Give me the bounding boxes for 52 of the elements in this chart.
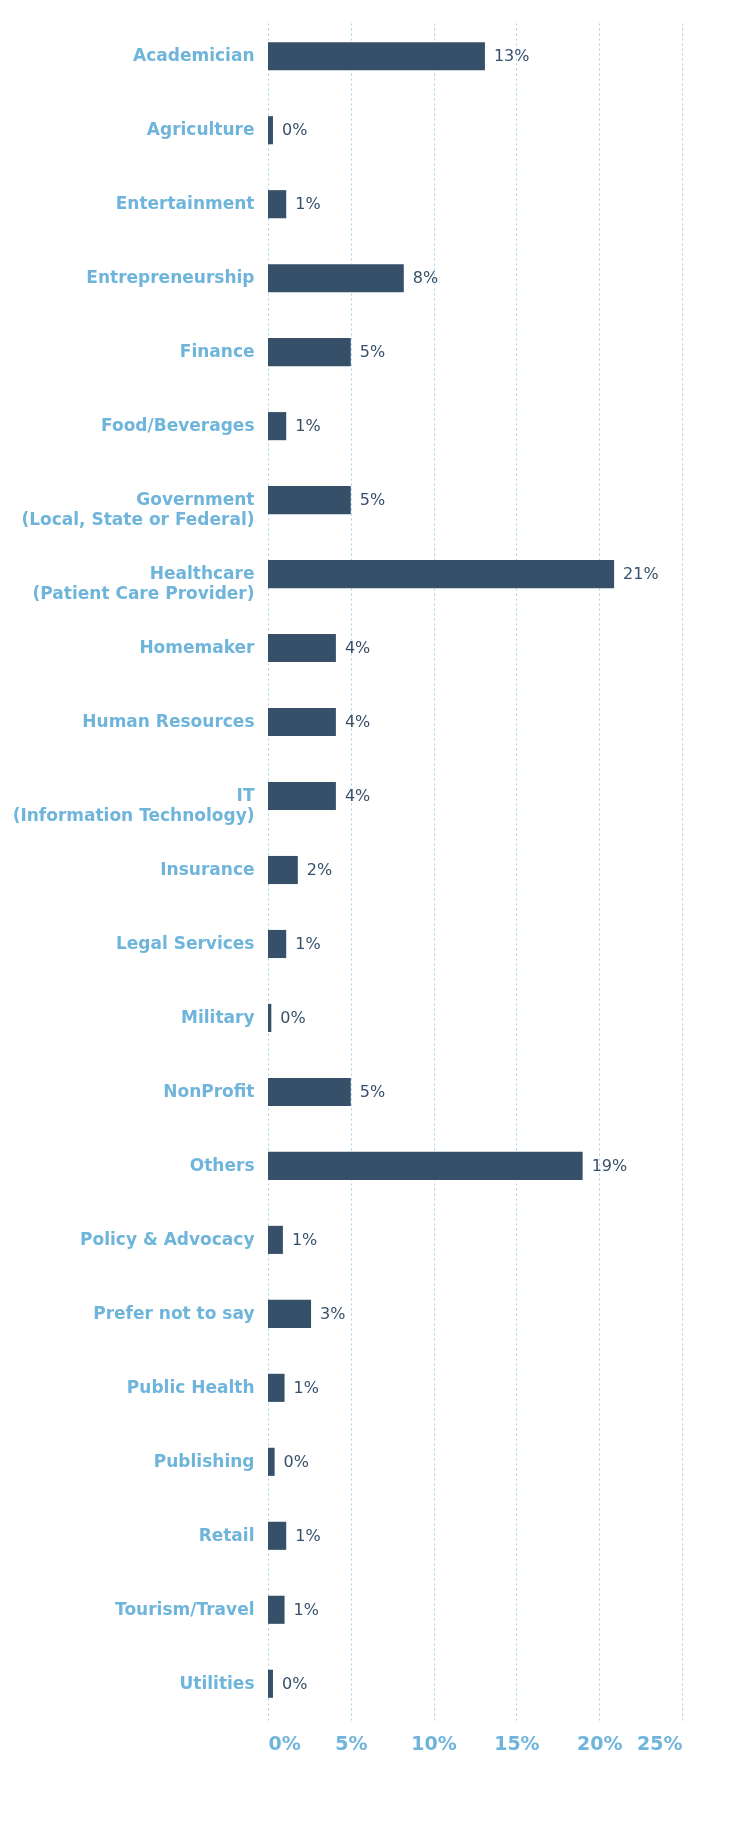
data-label: 4% xyxy=(344,638,371,658)
y-tick-label: Finance xyxy=(179,341,255,362)
y-tick-label: Publishing xyxy=(153,1450,255,1471)
y-tick-label: Homemaker xyxy=(139,637,256,658)
data-label: 4% xyxy=(344,786,371,806)
x-tick-label: 20% xyxy=(576,1731,623,1754)
data-label: 1% xyxy=(295,1525,321,1545)
data-label: 8% xyxy=(412,268,439,288)
y-tick-label: Insurance xyxy=(160,859,255,879)
data-label: 1% xyxy=(293,1599,319,1619)
data-label: 5% xyxy=(359,1081,386,1101)
y-tick-label: Utilities xyxy=(179,1672,255,1693)
x-tick-label: 25% xyxy=(637,1731,683,1754)
data-label: 0% xyxy=(283,1451,310,1471)
data-label: 2% xyxy=(306,860,333,879)
data-label: 5% xyxy=(359,342,386,362)
y-tick-label: Healthcare (Patient Care Provider) xyxy=(32,563,255,604)
data-label: 21% xyxy=(623,564,659,584)
y-tick-label: Legal Services xyxy=(115,932,255,953)
y-tick-label: Academician xyxy=(133,45,255,66)
data-label: 1% xyxy=(291,1229,318,1249)
y-tick-label: Human Resources xyxy=(82,711,255,732)
data-label: 1% xyxy=(295,416,321,436)
y-tick-label: Government (Local, State or Federal) xyxy=(21,489,255,530)
data-label: 1% xyxy=(295,933,321,953)
y-tick-label: Military xyxy=(181,1006,255,1027)
data-label: 3% xyxy=(320,1303,346,1323)
data-label: 1% xyxy=(295,194,321,214)
data-label: 0% xyxy=(280,1007,306,1027)
y-tick-label: Food/Beverages xyxy=(101,415,255,436)
y-tick-label: Entertainment xyxy=(115,193,255,214)
y-tick-label: Agriculture xyxy=(146,119,255,140)
data-label: 0% xyxy=(281,120,308,140)
y-tick-label: NonProfit xyxy=(163,1080,255,1101)
y-tick-label: Tourism/Travel xyxy=(115,1598,255,1619)
y-tick-label: Public Health xyxy=(126,1376,255,1397)
y-tick-label: Prefer not to say xyxy=(93,1302,255,1323)
data-label: 4% xyxy=(344,712,371,732)
x-tick-label: 0% xyxy=(268,1731,301,1754)
x-tick-label: 10% xyxy=(411,1731,457,1754)
y-tick-label: Entrepreneurship xyxy=(86,267,255,288)
x-tick-label: 5% xyxy=(335,1731,368,1754)
data-label: 13% xyxy=(493,46,530,66)
data-label: 19% xyxy=(591,1155,628,1175)
y-tick-label: Policy & Advocacy xyxy=(80,1228,255,1249)
data-label: 5% xyxy=(359,490,386,510)
x-tick-label: 15% xyxy=(494,1731,540,1754)
data-label: 0% xyxy=(281,1673,308,1693)
y-tick-label: Retail xyxy=(198,1524,255,1545)
y-tick-label: Others xyxy=(189,1154,255,1175)
y-tick-label: IT (Information Technology) xyxy=(12,785,255,826)
data-label: 1% xyxy=(293,1377,319,1397)
